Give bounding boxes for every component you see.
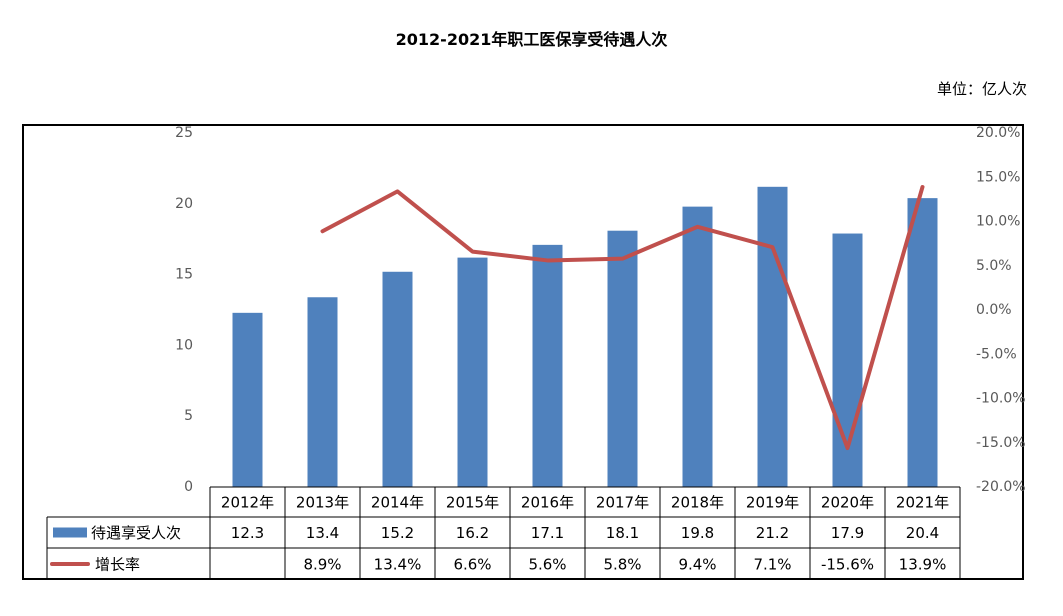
growth-value-label: 6.6% [453, 556, 491, 574]
y2-tick-label: -15.0% [976, 435, 1026, 451]
growth-value-label: 5.6% [528, 556, 566, 574]
growth-value-label: -15.6% [821, 556, 874, 574]
growth-value-label: 7.1% [753, 556, 791, 574]
bar [607, 230, 638, 488]
x-tick-label: 2020年 [821, 494, 874, 512]
bar-value-label: 20.4 [906, 524, 939, 542]
growth-value-label: 9.4% [678, 556, 716, 574]
x-tick-label: 2016年 [521, 494, 574, 512]
legend-swatch-bars [53, 527, 87, 538]
unit-label: 单位：亿人次 [936, 80, 1027, 98]
bar-value-label: 21.2 [756, 524, 789, 542]
bar-value-label: 15.2 [381, 524, 414, 542]
x-tick-label: 2013年 [296, 494, 349, 512]
bar-value-label: 13.4 [306, 524, 339, 542]
y2-tick-label: 15.0% [976, 169, 1020, 185]
bar [757, 186, 788, 488]
x-tick-label: 2019年 [746, 494, 799, 512]
y-tick-label: 5 [184, 408, 193, 424]
growth-value-label: 13.4% [374, 556, 422, 574]
growth-value-label: 8.9% [303, 556, 341, 574]
x-tick-label: 2014年 [371, 494, 424, 512]
y2-tick-label: 10.0% [976, 214, 1020, 230]
growth-value-label: 13.9% [899, 556, 947, 574]
x-tick-label: 2017年 [596, 494, 649, 512]
x-tick-label: 2018年 [671, 494, 724, 512]
bar-value-label: 19.8 [681, 524, 714, 542]
y2-tick-label: 20.0% [976, 125, 1020, 141]
bar [232, 312, 263, 487]
y-tick-label: 20 [175, 196, 193, 212]
y2-tick-label: 5.0% [976, 258, 1012, 274]
y-tick-label: 10 [175, 337, 193, 353]
y-tick-label: 0 [184, 479, 193, 495]
bar-value-label: 17.9 [831, 524, 864, 542]
bar-value-label: 18.1 [606, 524, 639, 542]
bar-value-label: 12.3 [231, 524, 264, 542]
x-tick-label: 2012年 [221, 494, 274, 512]
y-tick-label: 25 [175, 125, 193, 141]
growth-value-label: 5.8% [603, 556, 641, 574]
x-tick-label: 2015年 [446, 494, 499, 512]
y2-tick-label: -10.0% [976, 391, 1026, 407]
y2-tick-label: -20.0% [976, 479, 1026, 495]
bar [382, 271, 413, 487]
bar [457, 257, 488, 487]
x-tick-label: 2021年 [896, 494, 949, 512]
bar [682, 206, 713, 487]
y2-tick-label: -5.0% [976, 346, 1017, 362]
bar-value-label: 17.1 [531, 524, 564, 542]
y2-tick-label: 0.0% [976, 302, 1012, 318]
bar-value-label: 16.2 [456, 524, 489, 542]
chart-frame [22, 124, 1024, 580]
legend-label-bars: 待遇享受人次 [91, 524, 181, 542]
legend-label-line: 增长率 [95, 556, 140, 574]
growth-line [320, 184, 925, 451]
bar [307, 297, 338, 487]
bar [532, 244, 563, 487]
y-tick-label: 15 [175, 267, 193, 283]
chart-title: 2012-2021年职工医保享受待遇人次 [395, 30, 668, 49]
bar [907, 198, 938, 488]
